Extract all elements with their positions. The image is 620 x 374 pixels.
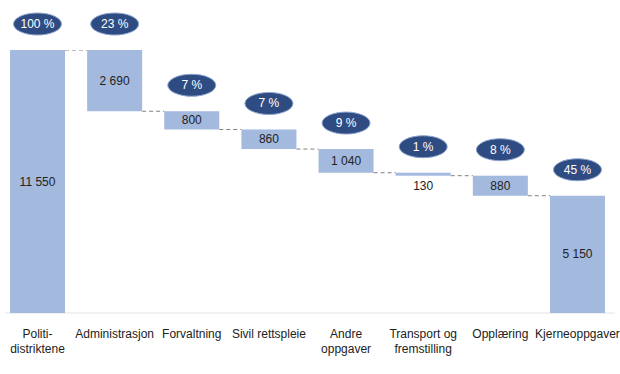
data-label: 880 (490, 179, 510, 193)
baseline (5, 313, 615, 314)
category-label: Politi-distriktene (10, 327, 65, 356)
data-label: 2 690 (100, 74, 130, 88)
connector (296, 149, 318, 150)
connector (142, 111, 164, 112)
data-label: 860 (259, 132, 279, 146)
category-label: Transport ogfremstilling (389, 327, 457, 356)
connector (65, 50, 87, 51)
bar (87, 50, 142, 111)
percent-label: 9 % (336, 116, 357, 130)
percent-badge (91, 13, 139, 35)
data-label: 1 040 (331, 154, 361, 168)
data-label: 5 150 (562, 247, 592, 261)
connector (374, 172, 396, 173)
percent-label: 1 % (413, 140, 434, 154)
percent-badge (14, 13, 62, 35)
percent-badge (322, 112, 370, 134)
connector (528, 195, 550, 196)
percent-badge (476, 139, 524, 161)
category-label: Andreoppgaver (321, 327, 371, 356)
percent-badge (168, 74, 216, 96)
bar (550, 196, 605, 313)
percent-badge (553, 159, 601, 181)
percent-badge (245, 92, 293, 114)
category-label: Sivil rettspleie (232, 327, 306, 341)
bar (319, 149, 374, 173)
bar (164, 111, 219, 129)
category-label: Forvaltning (162, 327, 221, 341)
bars (10, 50, 605, 313)
percent-label: 45 % (564, 163, 592, 177)
percent-label: 7 % (259, 96, 280, 110)
connector (451, 175, 473, 176)
bar (473, 176, 528, 196)
category-label: Opplæring (472, 327, 528, 341)
category-label: Kjerneoppgaver (535, 327, 620, 341)
bar (396, 173, 451, 176)
data-label: 11 550 (20, 175, 56, 189)
percent-label: 23 % (101, 17, 129, 31)
category-label: Administrasjon (75, 327, 154, 341)
chart-container: 11 550 100 % Politi-distriktene 2 690 23 % Ad… (0, 0, 620, 374)
data-label: 130 (413, 179, 433, 193)
percent-badge (399, 136, 447, 158)
percent-label: 8 % (490, 143, 511, 157)
connector (219, 129, 241, 130)
percent-label: 100 % (20, 17, 54, 31)
bar (10, 50, 65, 313)
labels: 11 550 100 % Politi-distriktene 2 690 23 % Ad… (10, 13, 620, 356)
data-label: 800 (182, 113, 202, 127)
bar (241, 129, 296, 149)
waterfall-chart: 11 550 100 % Politi-distriktene 2 690 23 % Ad… (0, 0, 620, 374)
percent-label: 7 % (181, 78, 202, 92)
